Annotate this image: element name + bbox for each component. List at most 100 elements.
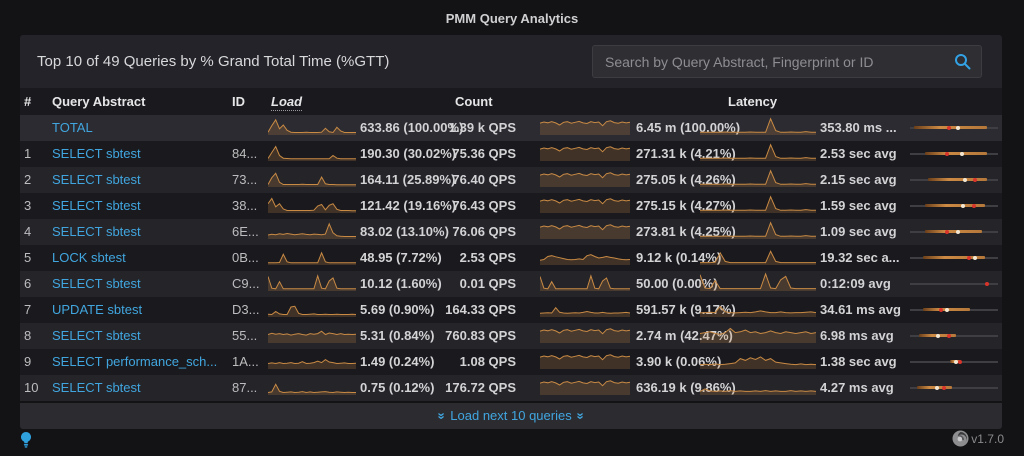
latency-range-bar [924,230,983,233]
query-id: 6E... [232,224,259,239]
table-header: # Query Abstract ID Load Count Latency [20,88,1002,115]
table-row[interactable]: 7 UPDATE sbtest D3... 5.69 (0.90%) 164.33 QP… [20,297,1002,323]
search-box [592,45,982,78]
count-value: 271.31 k (4.21%) [636,146,736,161]
panel-header: Top 10 of 49 Queries by % Grand Total Ti… [20,35,1002,88]
query-abstract-link[interactable]: SELECT sbtest [52,146,141,161]
latency-p99-dot [946,126,951,130]
lightbulb-icon[interactable] [20,432,32,448]
load-sparkline [267,196,356,216]
latency-avg-dot [962,178,967,182]
count-qps-value: 176.72 QPS [445,380,516,395]
load-value: 633.86 (100.00%) [360,120,464,135]
search-input[interactable] [592,45,982,78]
percona-logo-icon [952,430,969,447]
latency-value: 2.53 sec avg [820,146,897,161]
load-value: 164.11 (25.89%) [360,172,456,187]
table-row[interactable]: 6 SELECT sbtest C9... 10.12 (1.60%) 0.01 QPS… [20,271,1002,297]
load-value: 190.30 (30.02%) [360,146,457,161]
count-sparkline [539,378,631,398]
row-rank: 7 [24,302,32,317]
latency-p99-dot [971,204,976,208]
load-next-label: Load next 10 queries [450,408,572,423]
count-value: 2.74 m (42.47%) [636,328,733,343]
latency-p99-dot [973,178,978,182]
query-abstract-link[interactable]: SELECT sbtest [52,224,141,239]
total-row[interactable]: TOTAL 633.86 (100.00%) 1.39 k QPS 6.45 m (1… [20,115,1002,141]
load-sparkline [267,378,356,398]
count-value: 273.81 k (4.25%) [636,224,736,239]
count-value: 275.15 k (4.27%) [636,198,736,213]
load-value: 121.42 (19.16%) [360,198,457,213]
latency-range-widget [910,167,998,193]
count-value: 6.45 m (100.00%) [636,120,741,135]
query-abstract-link[interactable]: UPDATE sbtest [52,302,143,317]
load-sparkline [267,144,356,164]
count-sparkline [539,352,631,372]
table-row[interactable]: 2 SELECT sbtest 73... 164.11 (25.89%) 76.40 … [20,167,1002,193]
col-header-abstract: Query Abstract [52,94,146,109]
count-sparkline [539,170,631,190]
latency-avg-dot [960,152,965,156]
latency-p99-dot [957,360,962,364]
col-header-rank: # [24,94,32,109]
query-abstract-link[interactable]: SELECT sbtest [52,276,141,291]
query-id: C9... [232,276,260,291]
table-row[interactable]: 1 SELECT sbtest 84... 190.30 (30.02%) 75.36 … [20,141,1002,167]
load-sparkline [267,222,356,242]
col-header-load-sort[interactable]: Load [271,90,303,111]
query-abstract-link[interactable]: SELECT sbtest [52,172,141,187]
table-row[interactable]: 8 SELECT sbtest 55... 5.31 (0.84%) 760.83 QP… [20,323,1002,349]
query-id: 38... [232,198,258,213]
table-body: TOTAL 633.86 (100.00%) 1.39 k QPS 6.45 m (1… [20,115,1002,401]
query-abstract-link[interactable]: SELECT sbtest [52,328,141,343]
query-abstract-link[interactable]: SELECT sbtest [52,198,141,213]
col-header-id: ID [232,94,245,109]
chevron-double-down-icon: » [573,412,589,420]
query-abstract-link[interactable]: SELECT sbtest [52,380,141,395]
latency-range-bar [923,256,985,259]
table-row[interactable]: 3 SELECT sbtest 38... 121.42 (19.16%) 76.43 … [20,193,1002,219]
latency-range-bar [927,178,988,181]
latency-range-widget [910,115,998,141]
latency-range-bar [924,152,988,155]
query-id: 87... [232,380,258,395]
load-next-button[interactable]: »Load next 10 queries» [20,403,1002,429]
version-label: v1.7.0 [971,431,1004,446]
page-title: PMM Query Analytics [445,11,579,26]
load-sparkline [267,274,356,294]
table-row[interactable]: 10 SELECT sbtest 87... 0.75 (0.12%) 176.72 Q… [20,375,1002,401]
query-abstract-link[interactable]: LOCK sbtest [52,250,126,265]
latency-range-widget [910,323,998,349]
latency-p99-dot [941,386,946,390]
col-header-count: Count [455,94,493,109]
count-sparkline [539,144,631,164]
latency-range-widget [910,349,998,375]
table-row[interactable]: 4 SELECT sbtest 6E... 83.02 (13.10%) 76.06 Q… [20,219,1002,245]
query-abstract-link[interactable]: TOTAL [52,120,93,135]
query-id: 55... [232,328,258,343]
load-value: 1.49 (0.24%) [360,354,435,369]
count-sparkline [539,248,631,268]
queries-panel: Top 10 of 49 Queries by % Grand Total Ti… [20,35,1002,429]
latency-range-widget [910,141,998,167]
latency-avg-dot [973,256,978,260]
count-value: 636.19 k (9.86%) [636,380,736,395]
count-value: 275.05 k (4.26%) [636,172,736,187]
query-abstract-link[interactable]: SELECT performance_sch... [52,354,218,369]
latency-avg-dot [954,360,958,364]
load-sparkline [267,326,357,346]
latency-range-widget [910,297,998,323]
count-qps-value: 1.08 QPS [459,354,516,369]
latency-avg-dot [934,386,939,390]
row-rank: 2 [24,172,32,187]
query-id: 0B... [232,250,259,265]
col-header-latency: Latency [728,94,778,109]
search-icon[interactable] [954,53,971,70]
latency-range-baseline [910,387,998,389]
panel-title: Top 10 of 49 Queries by % Grand Total Ti… [37,53,390,70]
table-row[interactable]: 5 LOCK sbtest 0B... 48.95 (7.72%) 2.53 QPS 9.… [20,245,1002,271]
table-row[interactable]: 9 SELECT performance_sch... 1A... 1.49 (0.2… [20,349,1002,375]
latency-value: 1.38 sec avg [820,354,897,369]
latency-value: 1.59 sec avg [820,198,897,213]
